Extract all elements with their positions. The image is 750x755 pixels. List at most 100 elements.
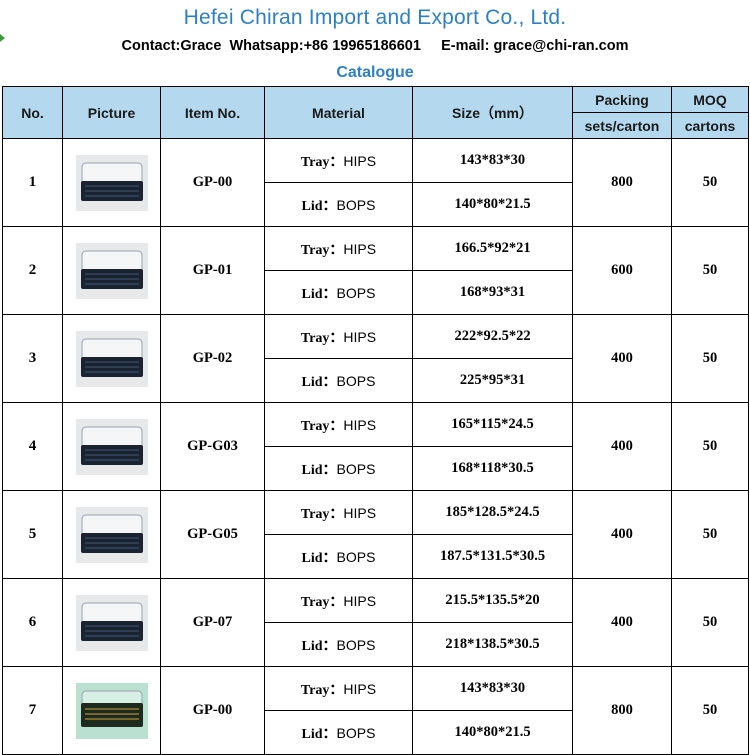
table-row: 1 GP-00 Tray：HIPS 143*83*30 800 50 — [2, 138, 749, 227]
table-row: 2 GP-01 Tray：HIPS 166.5*92*21 600 50 — [2, 226, 749, 315]
table-row: Lid：BOPS 168*118*30.5 — [3, 446, 749, 491]
tray-label: Tray： — [300, 594, 344, 610]
row-number: 1 — [2, 138, 63, 227]
packing-value: 600 — [572, 226, 672, 315]
lid-material-value: BOPS — [336, 460, 376, 477]
lid-material-value: BOPS — [336, 724, 376, 741]
moq-value: 50 — [671, 226, 749, 315]
moq-value: 50 — [671, 138, 749, 227]
tray-size: 143*83*30 — [412, 666, 573, 711]
table-row: 7 GP-00 Tray：HIPS 143*83*30 800 50 — [2, 666, 749, 755]
packing-value: 400 — [572, 578, 672, 667]
header-item-no: Item No. — [160, 86, 265, 139]
row-number: 3 — [2, 314, 63, 403]
moq-value: 50 — [671, 314, 749, 403]
packing-value: 400 — [572, 314, 672, 403]
sushi-tray-photo — [75, 242, 148, 299]
header-moq: MOQ — [671, 86, 749, 113]
tray-size: 166.5*92*21 — [412, 226, 573, 271]
table-row: 5 GP-G05 Tray：HIPS 185*128.5*24.5 400 50 — [2, 490, 749, 579]
lid-size: 218*138.5*30.5 — [412, 622, 573, 667]
lid-size: 140*80*21.5 — [412, 182, 573, 227]
lid-label: Lid： — [301, 550, 337, 566]
header-no: No. — [2, 86, 63, 139]
picture-cell — [62, 666, 161, 755]
lid-label: Lid： — [301, 374, 337, 390]
lid-label: Lid： — [301, 198, 337, 214]
lid-material-value: BOPS — [336, 284, 376, 301]
tray-material: Tray：HIPS — [264, 314, 413, 359]
lid-material: Lid：BOPS — [264, 358, 413, 403]
table-row: 3 GP-02 Tray：HIPS 222*92.5*22 400 50 — [2, 314, 749, 403]
item-number: GP-01 — [160, 226, 265, 315]
tray-label: Tray： — [300, 506, 344, 522]
lid-material: Lid：BOPS — [264, 270, 413, 315]
lid-label: Lid： — [301, 286, 337, 302]
corner-marker — [0, 34, 5, 42]
lid-material-value: BOPS — [336, 372, 376, 389]
table-row: Lid：BOPS 218*138.5*30.5 — [3, 622, 749, 667]
moq-value: 50 — [671, 578, 749, 667]
row-number: 7 — [2, 666, 63, 755]
tray-material: Tray：HIPS — [264, 138, 413, 183]
picture-cell — [62, 138, 161, 227]
sushi-tray-photo — [75, 418, 148, 475]
picture-cell — [62, 490, 161, 579]
lid-material-value: BOPS — [336, 196, 376, 213]
tray-material-value: HIPS — [343, 592, 377, 609]
catalogue-subtitle: Catalogue — [336, 64, 414, 81]
packing-value: 800 — [572, 138, 672, 227]
tray-label: Tray： — [300, 418, 344, 434]
moq-value: 50 — [671, 402, 749, 491]
table-row: Lid：BOPS 140*80*21.5 — [3, 710, 749, 755]
tray-label: Tray： — [300, 330, 344, 346]
table-row: 4 GP-G03 Tray：HIPS 165*115*24.5 400 50 — [2, 402, 749, 491]
item-number: GP-07 — [160, 578, 265, 667]
lid-label: Lid： — [301, 462, 337, 478]
lid-material: Lid：BOPS — [264, 534, 413, 579]
table-row: Lid：BOPS 140*80*21.5 — [3, 182, 749, 227]
row-number: 4 — [2, 402, 63, 491]
table-row: Lid：BOPS 168*93*31 — [3, 270, 749, 315]
tray-material-value: HIPS — [343, 240, 377, 257]
tray-material-value: HIPS — [343, 152, 377, 169]
sushi-tray-photo — [75, 594, 148, 651]
item-number: GP-G03 — [160, 402, 265, 491]
tray-material: Tray：HIPS — [264, 402, 413, 447]
tray-material-value: HIPS — [343, 680, 377, 697]
lid-material: Lid：BOPS — [264, 446, 413, 491]
item-number: GP-G05 — [160, 490, 265, 579]
tray-material: Tray：HIPS — [264, 226, 413, 271]
tray-material: Tray：HIPS — [264, 578, 413, 623]
lid-size: 187.5*131.5*30.5 — [412, 534, 573, 579]
tray-label: Tray： — [300, 242, 344, 258]
lid-size: 168*93*31 — [412, 270, 573, 315]
lid-material: Lid：BOPS — [264, 622, 413, 667]
lid-size: 168*118*30.5 — [412, 446, 573, 491]
header-moq-unit: cartons — [671, 112, 749, 139]
picture-cell — [62, 226, 161, 315]
row-number: 2 — [2, 226, 63, 315]
sushi-tray-photo — [75, 506, 148, 563]
header-packing: Packing — [572, 86, 672, 113]
item-number: GP-00 — [160, 666, 265, 755]
lid-size: 140*80*21.5 — [412, 710, 573, 755]
header-packing-unit: sets/carton — [572, 112, 672, 139]
table-row: Lid：BOPS 187.5*131.5*30.5 — [3, 534, 749, 579]
moq-value: 50 — [671, 666, 749, 755]
lid-material: Lid：BOPS — [264, 182, 413, 227]
picture-cell — [62, 578, 161, 667]
lid-label: Lid： — [301, 638, 337, 654]
moq-value: 50 — [671, 490, 749, 579]
row-number: 6 — [2, 578, 63, 667]
picture-cell — [62, 314, 161, 403]
header-material: Material — [264, 86, 413, 139]
lid-material-value: BOPS — [336, 636, 376, 653]
packing-value: 800 — [572, 666, 672, 755]
header-size: Size（mm） — [412, 86, 573, 139]
tray-material: Tray：HIPS — [264, 490, 413, 535]
company-title: Hefei Chiran Import and Export Co., Ltd. — [183, 6, 567, 29]
tray-material-value: HIPS — [343, 328, 377, 345]
lid-material-value: BOPS — [336, 548, 376, 565]
table-row: 6 GP-07 Tray：HIPS 215.5*135.5*20 400 50 — [2, 578, 749, 667]
